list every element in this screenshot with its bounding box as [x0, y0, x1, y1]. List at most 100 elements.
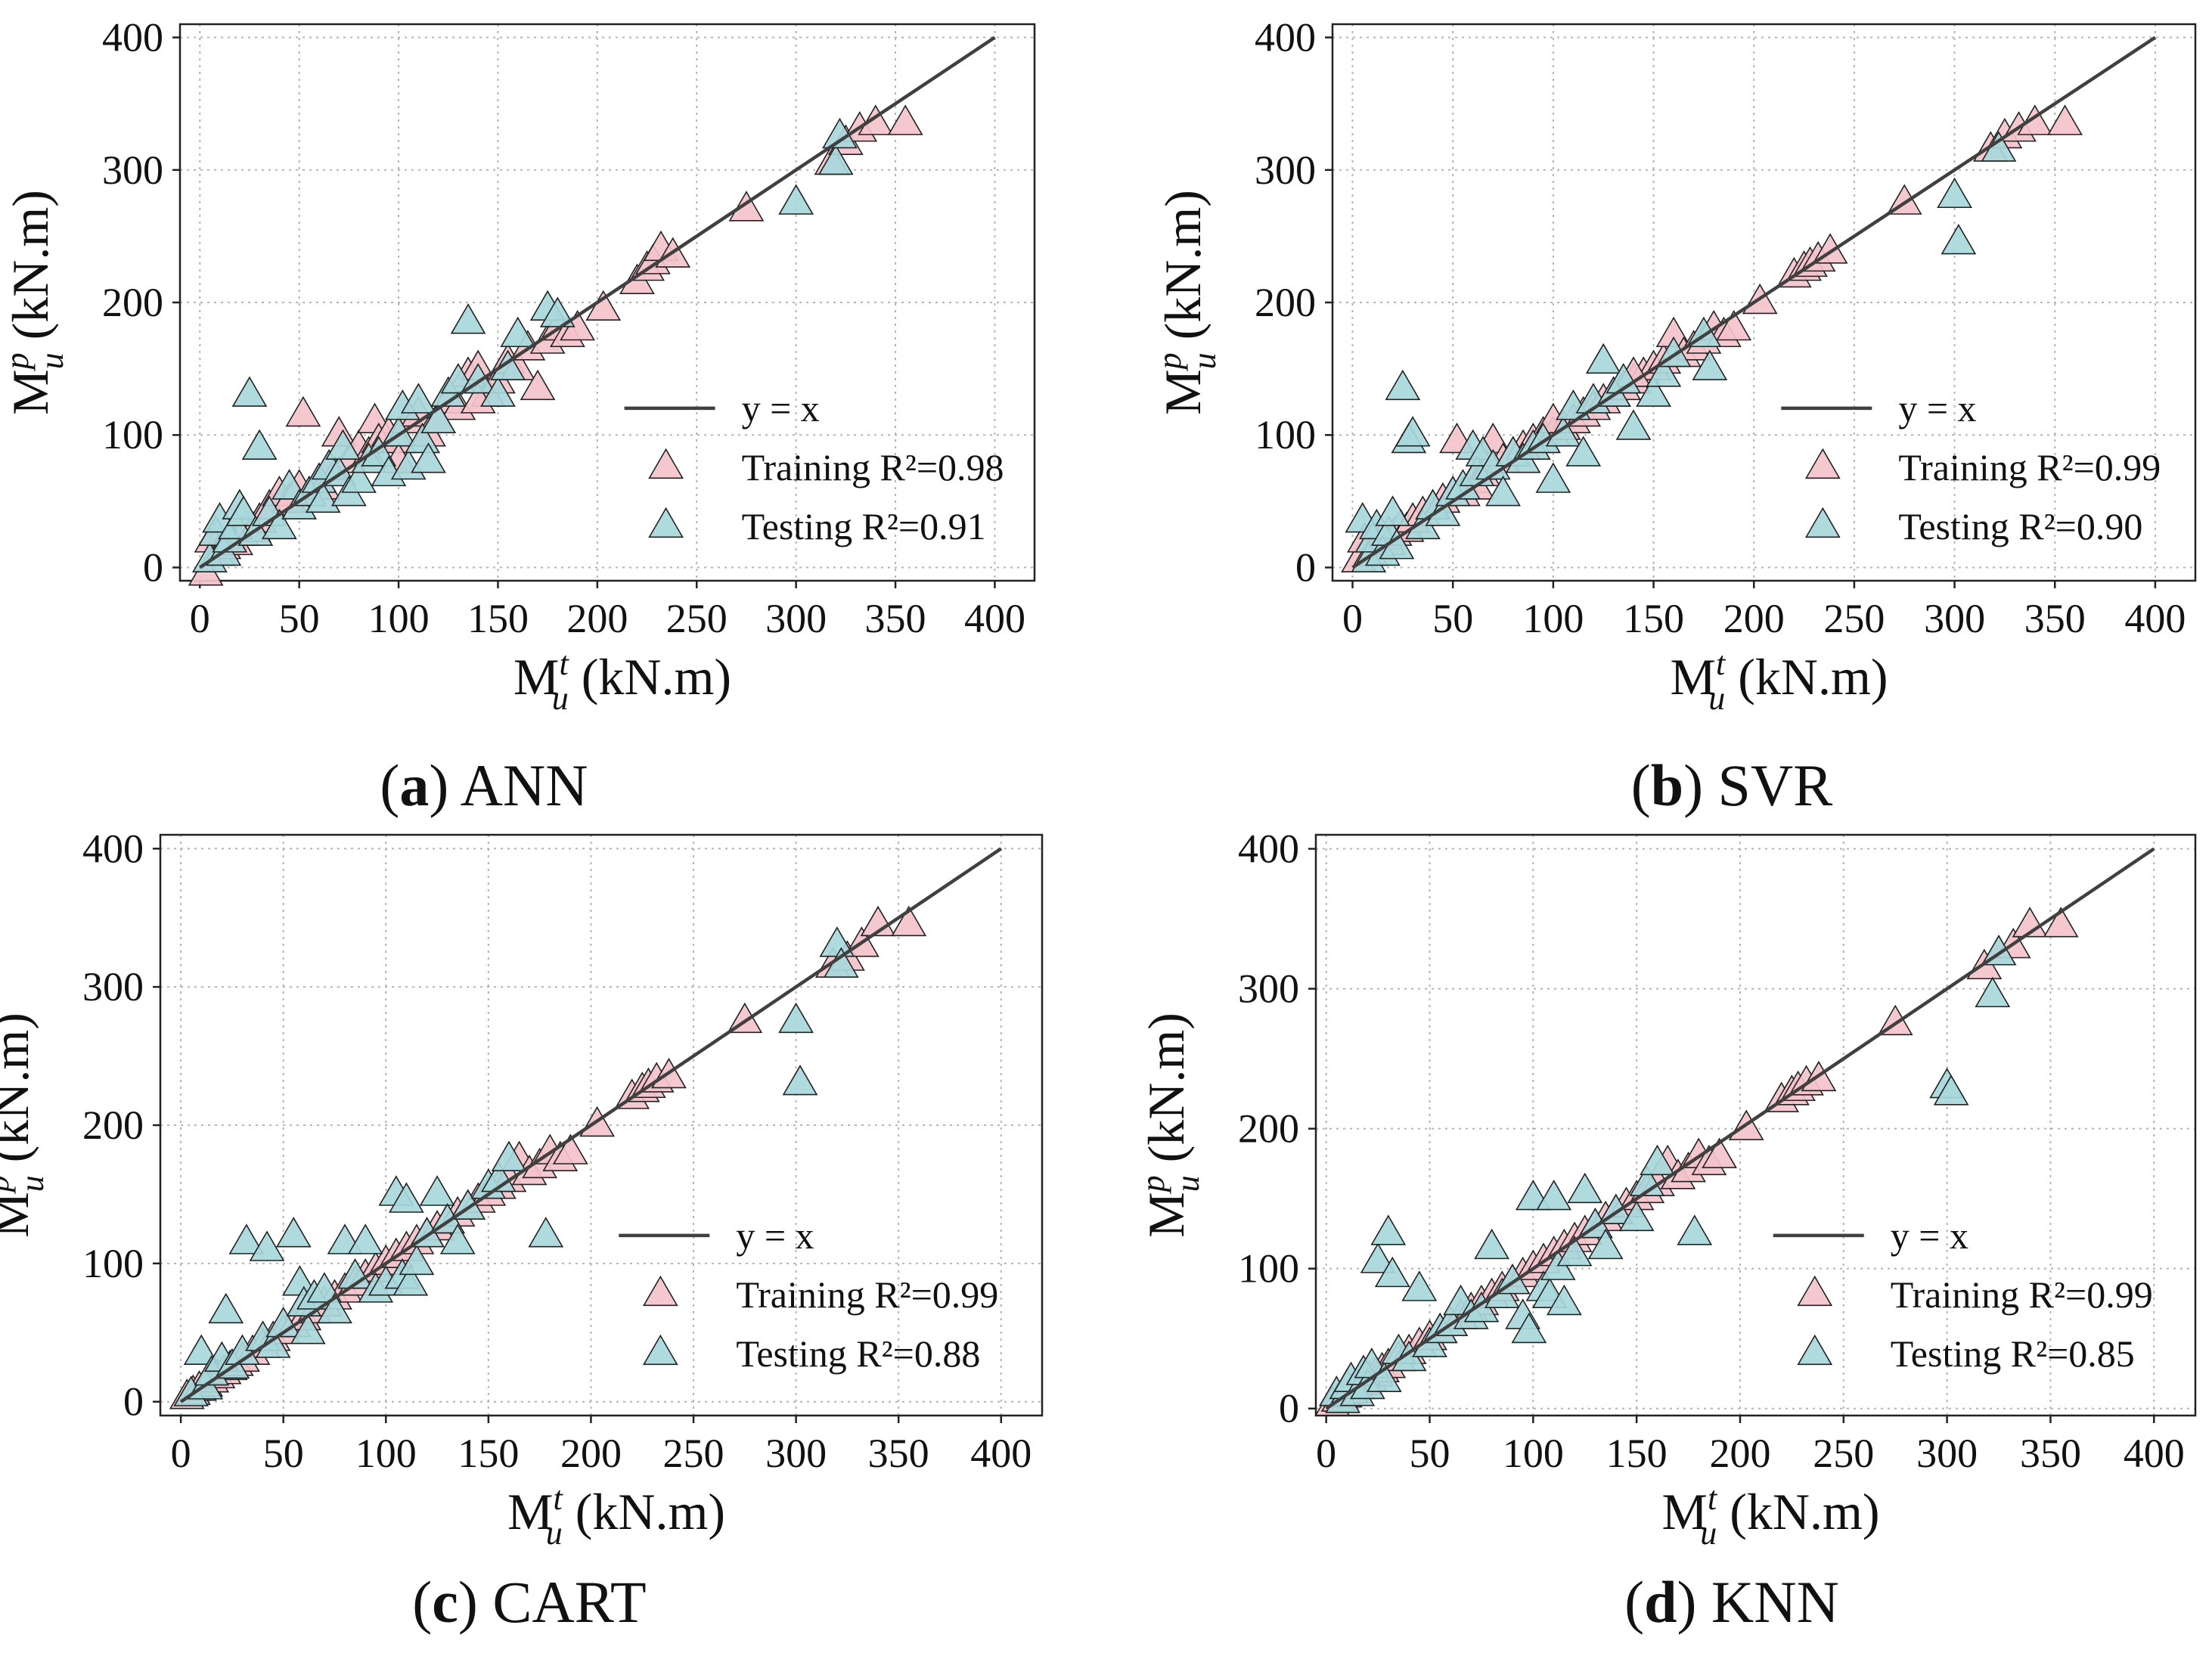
- testing-point: [439, 1223, 476, 1254]
- x-tick-label: 50: [263, 1431, 304, 1476]
- x-tick-label: 250: [1813, 1431, 1874, 1476]
- testing-point: [1567, 1172, 1603, 1204]
- legend-training-marker: [648, 448, 684, 479]
- testing-point: [341, 462, 377, 493]
- testing-point: [1425, 495, 1461, 526]
- x-axis-label-unit: (kN.m): [1725, 648, 1888, 706]
- x-tick-label: 300: [1916, 1431, 1978, 1476]
- x-tick-label: 50: [1410, 1431, 1450, 1476]
- panel-svr: 0 50 100 150 200 250 300 350 400 0 100 200 300 400 y =…: [1151, 15, 2197, 818]
- panel-caption: (c) CART: [412, 1569, 646, 1635]
- testing-point: [500, 316, 536, 348]
- testing-point: [225, 495, 262, 526]
- testing-point: [399, 1244, 435, 1276]
- testing-point: [411, 442, 446, 473]
- x-tick-label: 350: [2024, 596, 2086, 641]
- legend-label-testing: Testing R²=0.85: [1891, 1332, 2135, 1375]
- testing-point: [1474, 1228, 1509, 1260]
- x-tick-label: 250: [666, 596, 728, 641]
- y-axis-label-superscript: p: [1134, 1175, 1171, 1194]
- x-tick-label: 400: [964, 596, 1025, 641]
- x-tick-label: 350: [865, 596, 926, 641]
- testing-point: [1401, 1270, 1438, 1301]
- y-axis-label-subscript: u: [14, 1175, 51, 1192]
- testing-point: [1640, 1144, 1675, 1176]
- caption-text: ) ANN: [429, 752, 588, 818]
- x-tick-label: 400: [2124, 596, 2186, 641]
- testing-point: [265, 1306, 302, 1338]
- y-tick-label: 400: [102, 15, 163, 60]
- training-point: [2047, 104, 2083, 135]
- testing-point: [1535, 462, 1571, 493]
- x-tick-label: 300: [765, 1431, 827, 1476]
- testing-point: [392, 1265, 429, 1296]
- y-axis-label-symbol: M: [0, 1192, 39, 1237]
- caption-text: ) CART: [458, 1569, 647, 1635]
- training-point: [860, 905, 896, 937]
- reference-line: [1351, 36, 2157, 569]
- legend-label-training: Training R²=0.99: [1891, 1273, 2153, 1316]
- x-tick-label: 300: [765, 596, 827, 641]
- testing-point: [1605, 362, 1642, 394]
- y-axis-label-superscript: p: [0, 352, 36, 371]
- testing-point: [1937, 177, 1972, 209]
- panel-caption: (b) SVR: [1631, 752, 1833, 818]
- legend-training-marker: [1797, 1275, 1833, 1307]
- training-point: [858, 104, 894, 135]
- x-tick-label: 350: [868, 1431, 929, 1476]
- legend-testing-marker: [1804, 507, 1841, 538]
- y-tick-label: 100: [102, 412, 163, 457]
- testing-point: [419, 1175, 455, 1206]
- x-axis-label-unit: (kN.m): [1717, 1483, 1879, 1540]
- testing-point: [400, 383, 436, 414]
- testing-point: [305, 482, 341, 513]
- y-axis-label-superscript: p: [1151, 352, 1188, 371]
- y-tick-label: 0: [1279, 1386, 1299, 1431]
- caption-letter: c: [432, 1569, 458, 1635]
- testing-point: [1677, 1214, 1713, 1245]
- legend: y = x Training R²=0.99 Testing R²=0.88: [619, 1214, 998, 1375]
- x-tick-label: 400: [970, 1431, 1032, 1476]
- legend-label-training: Training R²=0.99: [736, 1273, 998, 1316]
- x-tick-label: 100: [368, 596, 430, 641]
- y-tick-label: 100: [1255, 412, 1316, 457]
- testing-point: [817, 144, 854, 175]
- panel-caption: (a) ANN: [380, 752, 588, 818]
- reference-line: [199, 36, 996, 569]
- x-axis-label-superscript: t: [553, 1480, 563, 1517]
- legend-label-testing: Testing R²=0.88: [736, 1332, 980, 1375]
- caption-letter: a: [399, 752, 429, 818]
- x-tick-label: 300: [1924, 596, 1985, 641]
- y-tick-label: 300: [1238, 966, 1299, 1012]
- testing-point: [1536, 1179, 1572, 1211]
- testing-point: [1636, 376, 1671, 407]
- x-axis-label-subscript: u: [546, 1515, 563, 1552]
- testing-point: [249, 1230, 285, 1261]
- testing-point: [778, 1002, 814, 1034]
- y-tick-label: 200: [102, 280, 163, 325]
- y-axis-label-symbol: M: [2, 369, 59, 414]
- x-tick-label: 400: [2124, 1431, 2185, 1476]
- x-tick-label: 200: [1723, 596, 1785, 641]
- caption-open-paren: (: [1624, 1569, 1644, 1635]
- x-tick-label: 0: [171, 1431, 191, 1476]
- legend-testing-marker: [648, 507, 684, 538]
- y-axis-label-superscript: p: [0, 1175, 16, 1194]
- training-point: [887, 104, 923, 135]
- testing-point: [183, 1334, 219, 1365]
- legend-label-training: Training R²=0.98: [742, 446, 1004, 488]
- testing-point: [450, 303, 486, 334]
- y-axis-label-unit: (kN.m): [0, 1013, 39, 1175]
- testing-point: [1933, 1075, 1969, 1106]
- legend-training-marker: [642, 1275, 678, 1307]
- x-axis-label: Mt u (kN.m): [1662, 1480, 1880, 1552]
- testing-point: [1366, 1361, 1402, 1392]
- legend-training-marker: [1804, 448, 1841, 479]
- testing-point: [228, 1223, 265, 1254]
- testing-point: [389, 1182, 424, 1213]
- testing-point: [480, 376, 516, 407]
- testing-point: [1646, 356, 1682, 387]
- testing-point: [1545, 416, 1581, 447]
- testing-point: [1374, 1256, 1410, 1288]
- x-tick-label: 150: [1623, 596, 1684, 641]
